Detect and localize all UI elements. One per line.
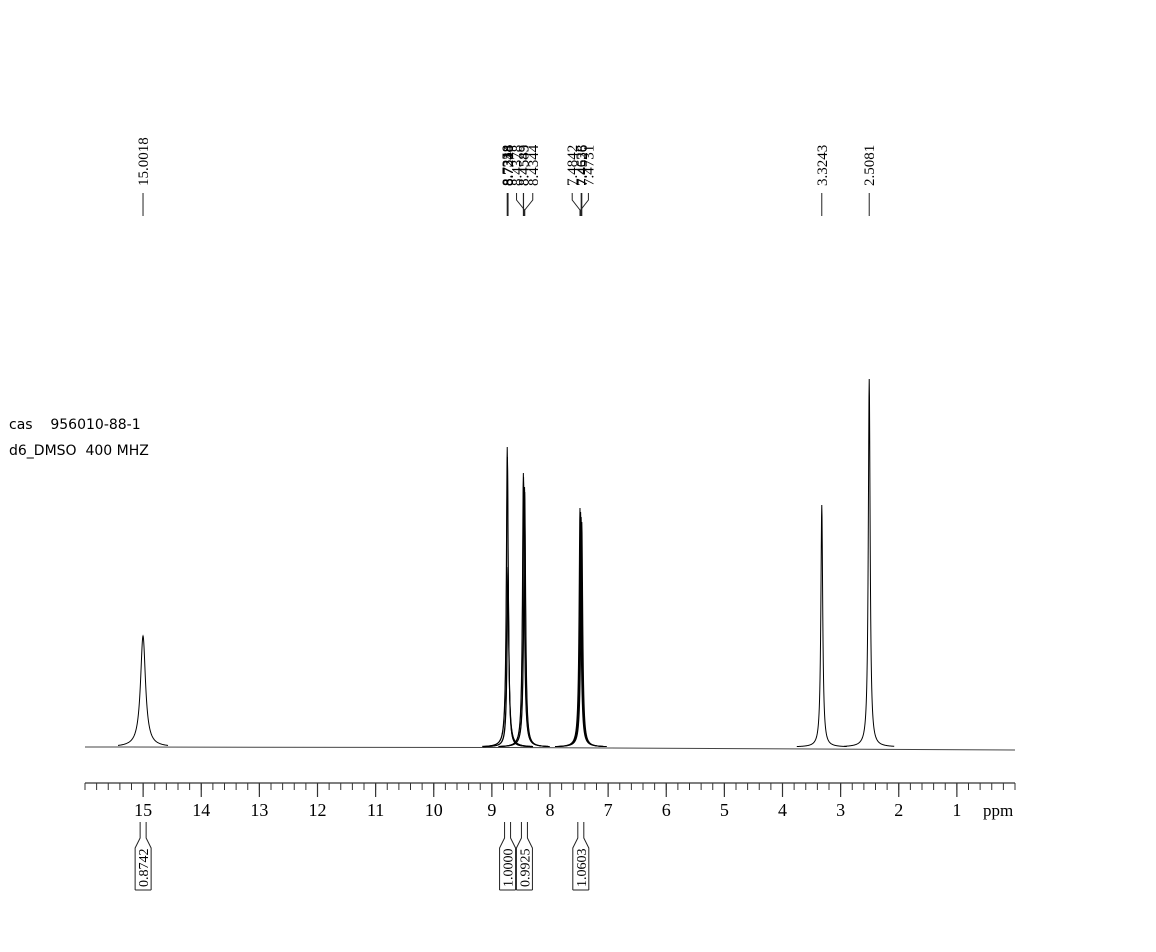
peak-label: 8.4344	[526, 144, 542, 186]
peak	[499, 491, 550, 748]
integral-label: 1.0603	[575, 849, 590, 888]
annotation: d6_DMSO 400 MHZ	[9, 443, 149, 459]
peak	[483, 576, 534, 748]
integral-bracket	[134, 822, 152, 891]
x-tick-label: 2	[894, 800, 903, 820]
x-tick-label: 7	[604, 800, 613, 820]
annotation: cas 956010-88-1	[9, 417, 141, 433]
peak-label: 8.7324	[500, 144, 516, 186]
x-tick-label: 11	[367, 800, 384, 820]
x-tick-label: 15	[134, 800, 152, 820]
peak-label: 8.4378	[510, 145, 526, 186]
peak-label: 8.7248	[501, 145, 517, 186]
x-tick-label: 12	[309, 800, 327, 820]
integral-label: 0.9925	[518, 849, 533, 888]
peak-label: 7.4526	[575, 144, 591, 186]
integral-bracket	[499, 822, 517, 891]
x-tick-label: 3	[836, 800, 845, 820]
peak	[556, 521, 607, 748]
peak-label: 8.4549	[517, 145, 533, 186]
x-tick-label: 9	[487, 800, 496, 820]
peak-label: 8.7215	[501, 145, 517, 186]
peak-label: 8.4583	[516, 145, 532, 186]
integral-bracket	[515, 822, 533, 891]
x-axis-label: ppm	[983, 801, 1013, 820]
x-tick-label: 13	[250, 800, 268, 820]
peak-label: 2.5081	[862, 145, 878, 186]
x-tick-label: 1	[952, 800, 961, 820]
peak	[796, 504, 847, 748]
peak-label: 3.3243	[815, 145, 831, 186]
peak-leader	[580, 193, 589, 216]
peak-label: 7.4731	[581, 145, 597, 186]
peak-leader	[524, 193, 534, 216]
peak-label: 8.7358	[500, 145, 516, 186]
peak-label: 7.4638	[574, 145, 590, 186]
x-tick-label: 8	[546, 800, 555, 820]
x-tick-label: 10	[425, 800, 443, 820]
integral-label: 0.8742	[137, 849, 152, 888]
peak-label: 15.0018	[136, 137, 152, 186]
peak	[844, 378, 895, 747]
peak-label: 7.4842	[565, 145, 581, 186]
x-tick-label: 14	[192, 800, 210, 820]
integral-label: 1.0000	[502, 849, 517, 888]
x-tick-label: 5	[720, 800, 729, 820]
x-tick-label: 4	[778, 800, 787, 820]
baseline	[84, 746, 1016, 751]
peak	[117, 634, 169, 746]
x-tick-label: 6	[662, 800, 671, 820]
integral-bracket	[572, 822, 590, 891]
peak-leader	[571, 193, 581, 216]
